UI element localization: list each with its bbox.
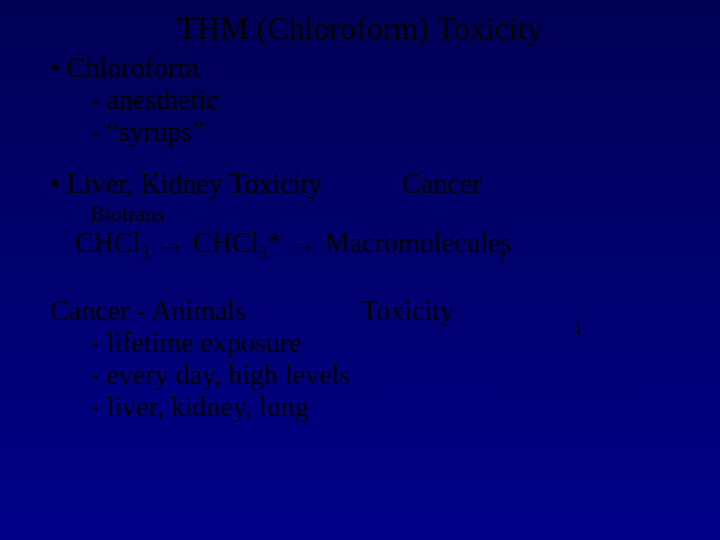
- subscript-3b: 3: [258, 243, 267, 263]
- toxicity-label: Toxicity: [361, 296, 454, 328]
- biotrans-label: Biotrans: [0, 201, 720, 227]
- arrow-2-icon: →: [281, 227, 325, 258]
- bullet-cancer-animals: Cancer - Animals: [50, 296, 246, 328]
- sub-lifetime: - lifetime exposure: [0, 328, 720, 360]
- reaction-equation: CHCl3 → CHCl3* → Macromolecules: [0, 227, 720, 264]
- star-marker: *: [267, 228, 281, 259]
- subscript-3a: 3: [140, 243, 149, 263]
- sub-syrups: - “syrups”: [0, 117, 720, 149]
- product-macromolecules: Macromolecules: [325, 228, 512, 259]
- cancer-label: Cancer: [402, 169, 481, 201]
- sub-organs: - liver, kidney, lung: [0, 392, 720, 424]
- sub-anesthetic: - anesthetic: [0, 85, 720, 117]
- cancer-animals-row: Cancer - Animals Toxicity: [0, 296, 720, 328]
- intermediate-chcl3star: CHCl: [193, 228, 258, 259]
- reactant-chcl3: CHCl: [75, 228, 140, 259]
- bullet-liver-kidney: • Liver, Kidney Toxicity: [50, 169, 322, 201]
- slide-title: THM (Chloroform) Toxicity: [0, 0, 720, 53]
- down-arrow-icon: ↓: [571, 310, 585, 342]
- liver-kidney-row: • Liver, Kidney Toxicity Cancer: [0, 169, 720, 201]
- bullet-chloroform: • Chloroform: [0, 53, 720, 85]
- sub-everyday: - every day, high levels: [0, 360, 720, 392]
- arrow-1-icon: →: [149, 227, 193, 258]
- up-arrow-icon: ↑: [495, 242, 509, 274]
